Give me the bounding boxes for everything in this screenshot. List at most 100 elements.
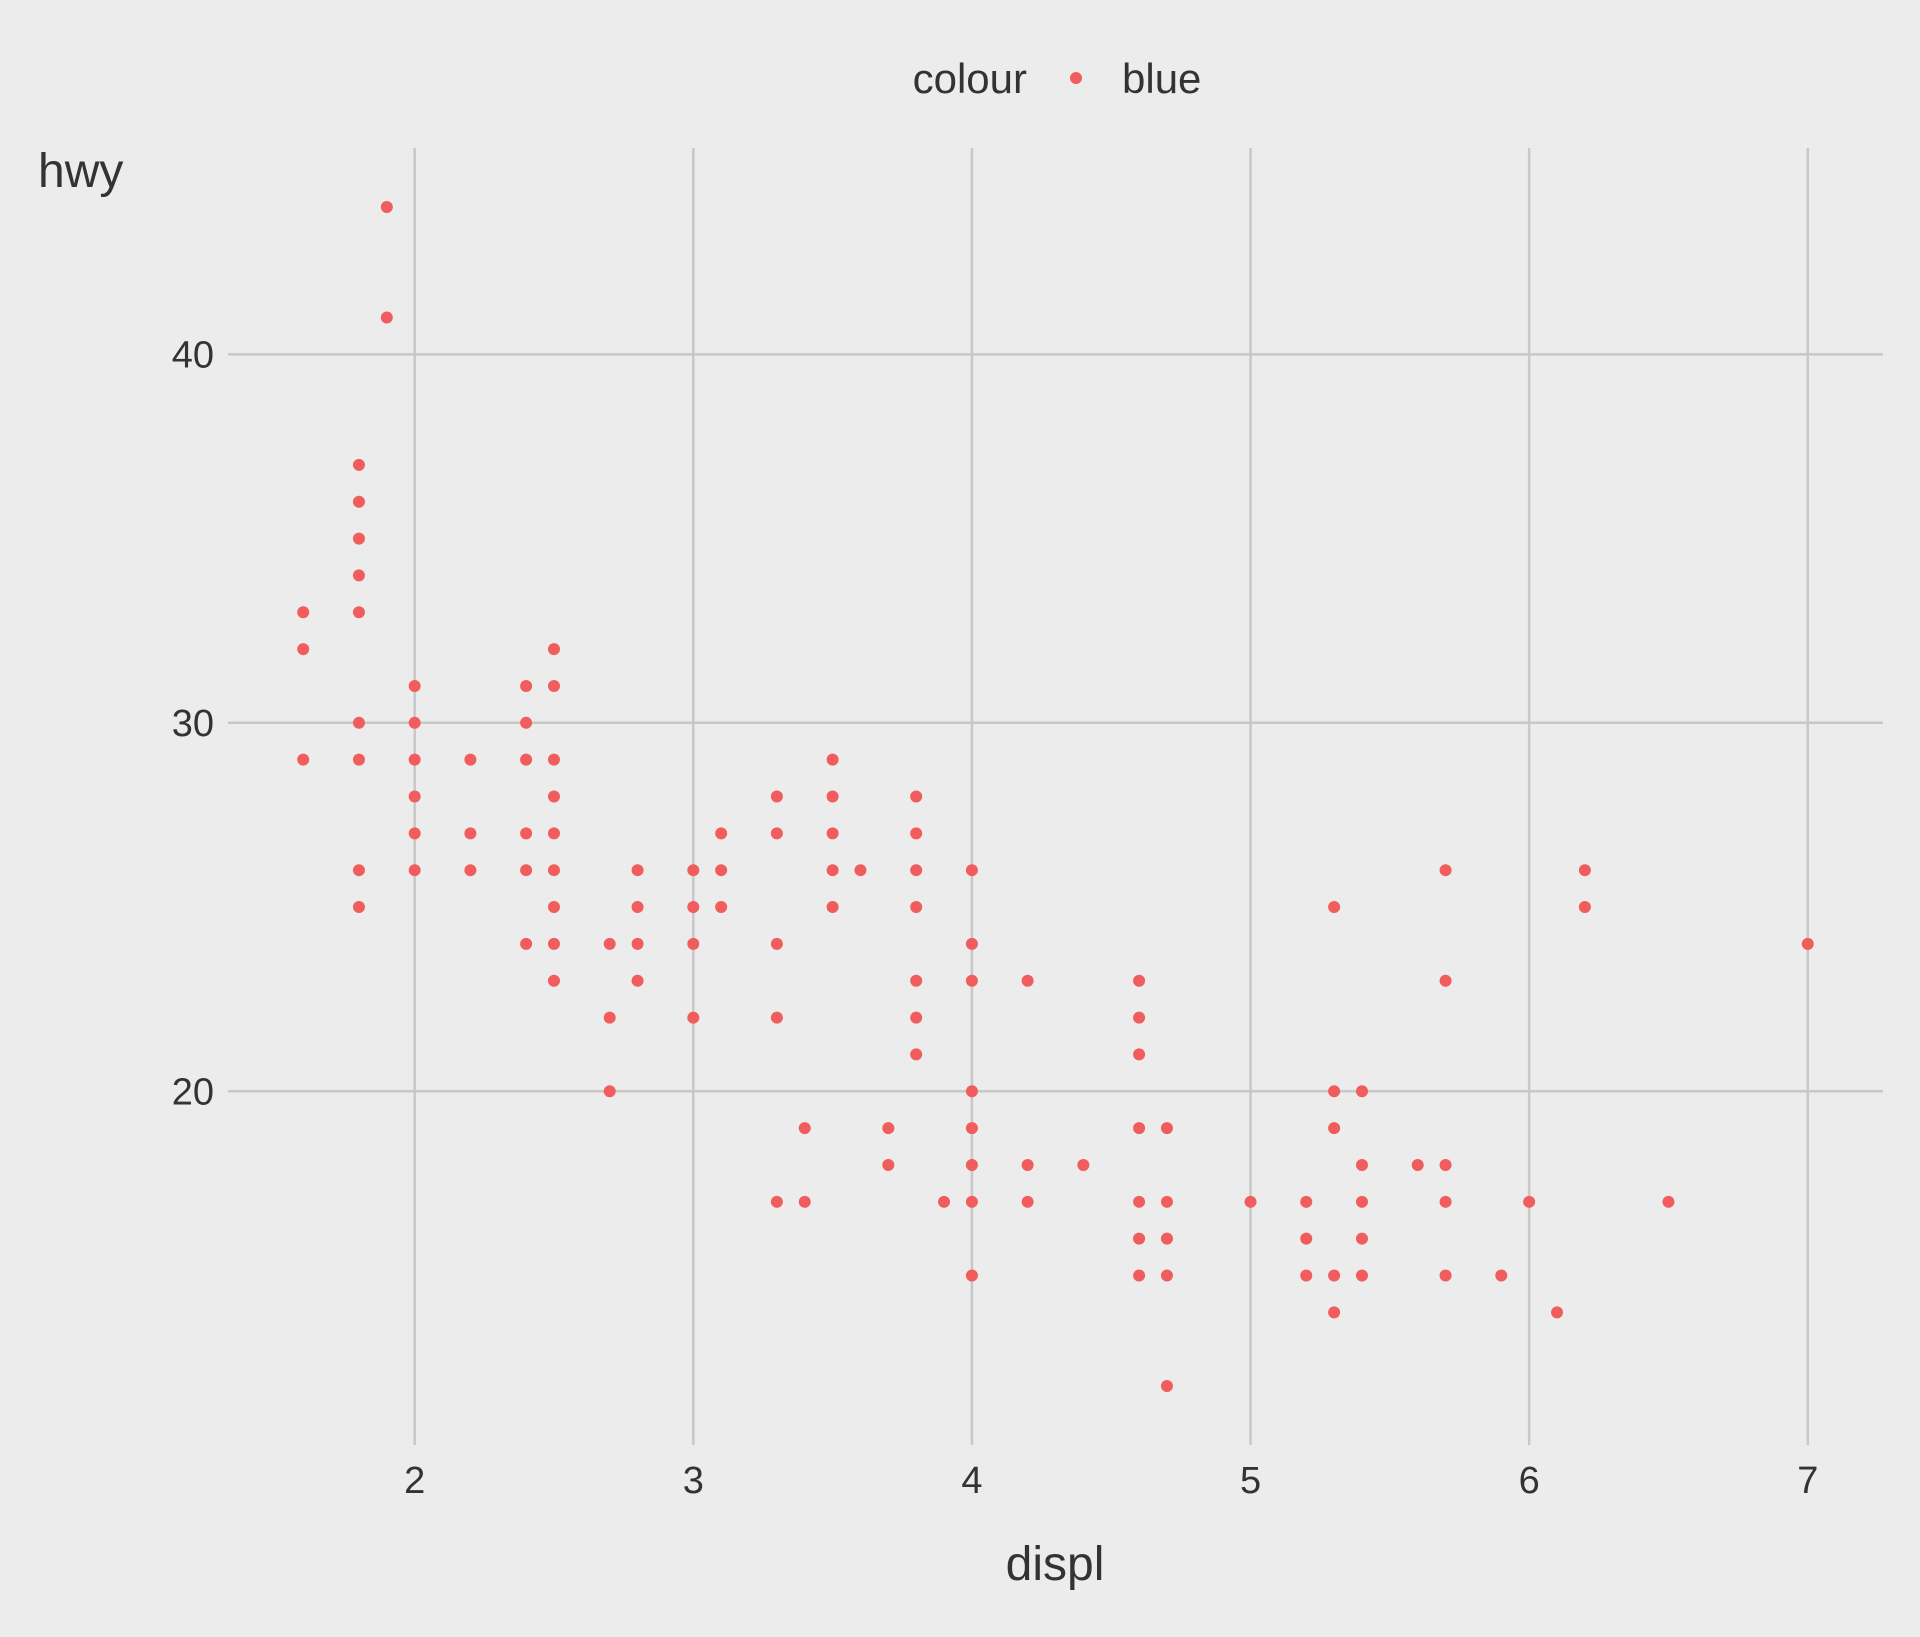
x-tick-label: 4 (961, 1460, 982, 1502)
data-point (1160, 1380, 1173, 1393)
data-point (464, 827, 477, 840)
data-point (1578, 864, 1591, 877)
data-point (1021, 1195, 1034, 1208)
data-point (1133, 974, 1146, 987)
data-point (1439, 1269, 1452, 1282)
data-point (826, 864, 839, 877)
data-point (1021, 1158, 1034, 1171)
data-point (1662, 1195, 1675, 1208)
data-point (770, 790, 783, 803)
data-point (352, 864, 365, 877)
data-point (1160, 1195, 1173, 1208)
data-point (715, 901, 728, 914)
data-point (1328, 1085, 1341, 1098)
data-point (1328, 1122, 1341, 1135)
data-point (408, 679, 421, 692)
data-point (352, 532, 365, 545)
data-point (1523, 1195, 1536, 1208)
data-point (547, 937, 560, 950)
data-point (1077, 1158, 1090, 1171)
data-point (631, 901, 644, 914)
data-point (910, 1011, 923, 1024)
data-point (297, 643, 310, 656)
data-point (798, 1195, 811, 1208)
data-point (1133, 1269, 1146, 1282)
data-point (1133, 1122, 1146, 1135)
data-point (547, 974, 560, 987)
data-point (1439, 864, 1452, 877)
y-tick-labels: 20 30 40 (172, 334, 214, 1113)
data-point (631, 937, 644, 950)
data-point (910, 864, 923, 877)
y-tick-label: 30 (172, 703, 214, 745)
data-point (408, 864, 421, 877)
x-axis-title: displ (1006, 1538, 1105, 1591)
x-tick-label: 6 (1519, 1460, 1540, 1502)
data-point (1355, 1158, 1368, 1171)
data-point (547, 643, 560, 656)
data-point (520, 827, 533, 840)
data-point (408, 753, 421, 766)
data-point (1355, 1269, 1368, 1282)
data-point (687, 901, 700, 914)
data-point (687, 937, 700, 950)
data-point (603, 937, 616, 950)
legend-title: colour (913, 55, 1027, 102)
data-point (965, 1269, 978, 1282)
data-point (826, 901, 839, 914)
data-point (520, 753, 533, 766)
data-point (1021, 974, 1034, 987)
data-point (770, 937, 783, 950)
grid-lines (228, 148, 1883, 1445)
data-point (965, 1158, 978, 1171)
data-point (631, 864, 644, 877)
data-point (520, 937, 533, 950)
x-tick-label: 2 (404, 1460, 425, 1502)
data-point (1439, 1158, 1452, 1171)
data-point (464, 864, 477, 877)
data-point (520, 716, 533, 729)
data-point (380, 311, 393, 324)
data-point (1160, 1269, 1173, 1282)
data-point (352, 753, 365, 766)
legend: colour blue (913, 55, 1202, 102)
data-point (352, 716, 365, 729)
data-point (1439, 974, 1452, 987)
data-point (826, 790, 839, 803)
data-point (826, 753, 839, 766)
y-axis-title: hwy (38, 145, 123, 198)
data-point (910, 974, 923, 987)
data-point (1160, 1232, 1173, 1245)
data-point (687, 1011, 700, 1024)
data-point (352, 569, 365, 582)
data-point (910, 901, 923, 914)
data-point (1801, 937, 1814, 950)
x-tick-labels: 2 3 4 5 6 7 (404, 1460, 1818, 1502)
data-point (520, 864, 533, 877)
data-point (965, 1195, 978, 1208)
data-point (1133, 1048, 1146, 1061)
data-point (965, 974, 978, 987)
data-point (1439, 1195, 1452, 1208)
data-point (965, 1085, 978, 1098)
data-point (352, 458, 365, 471)
data-point (826, 827, 839, 840)
x-tick-label: 3 (683, 1460, 704, 1502)
legend-entry-label: blue (1122, 55, 1201, 102)
data-point (547, 753, 560, 766)
data-point (408, 827, 421, 840)
data-point (910, 1048, 923, 1061)
data-point (1133, 1011, 1146, 1024)
data-point (464, 753, 477, 766)
data-point (938, 1195, 951, 1208)
data-point (297, 606, 310, 619)
data-point (1411, 1158, 1424, 1171)
data-point (603, 1011, 616, 1024)
data-point (1328, 901, 1341, 914)
data-point (770, 1011, 783, 1024)
data-point (547, 827, 560, 840)
data-point (770, 827, 783, 840)
data-point (352, 495, 365, 508)
data-point (1300, 1269, 1313, 1282)
data-point (1160, 1122, 1173, 1135)
